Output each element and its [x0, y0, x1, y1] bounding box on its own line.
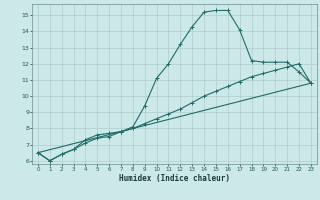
X-axis label: Humidex (Indice chaleur): Humidex (Indice chaleur) — [119, 174, 230, 183]
